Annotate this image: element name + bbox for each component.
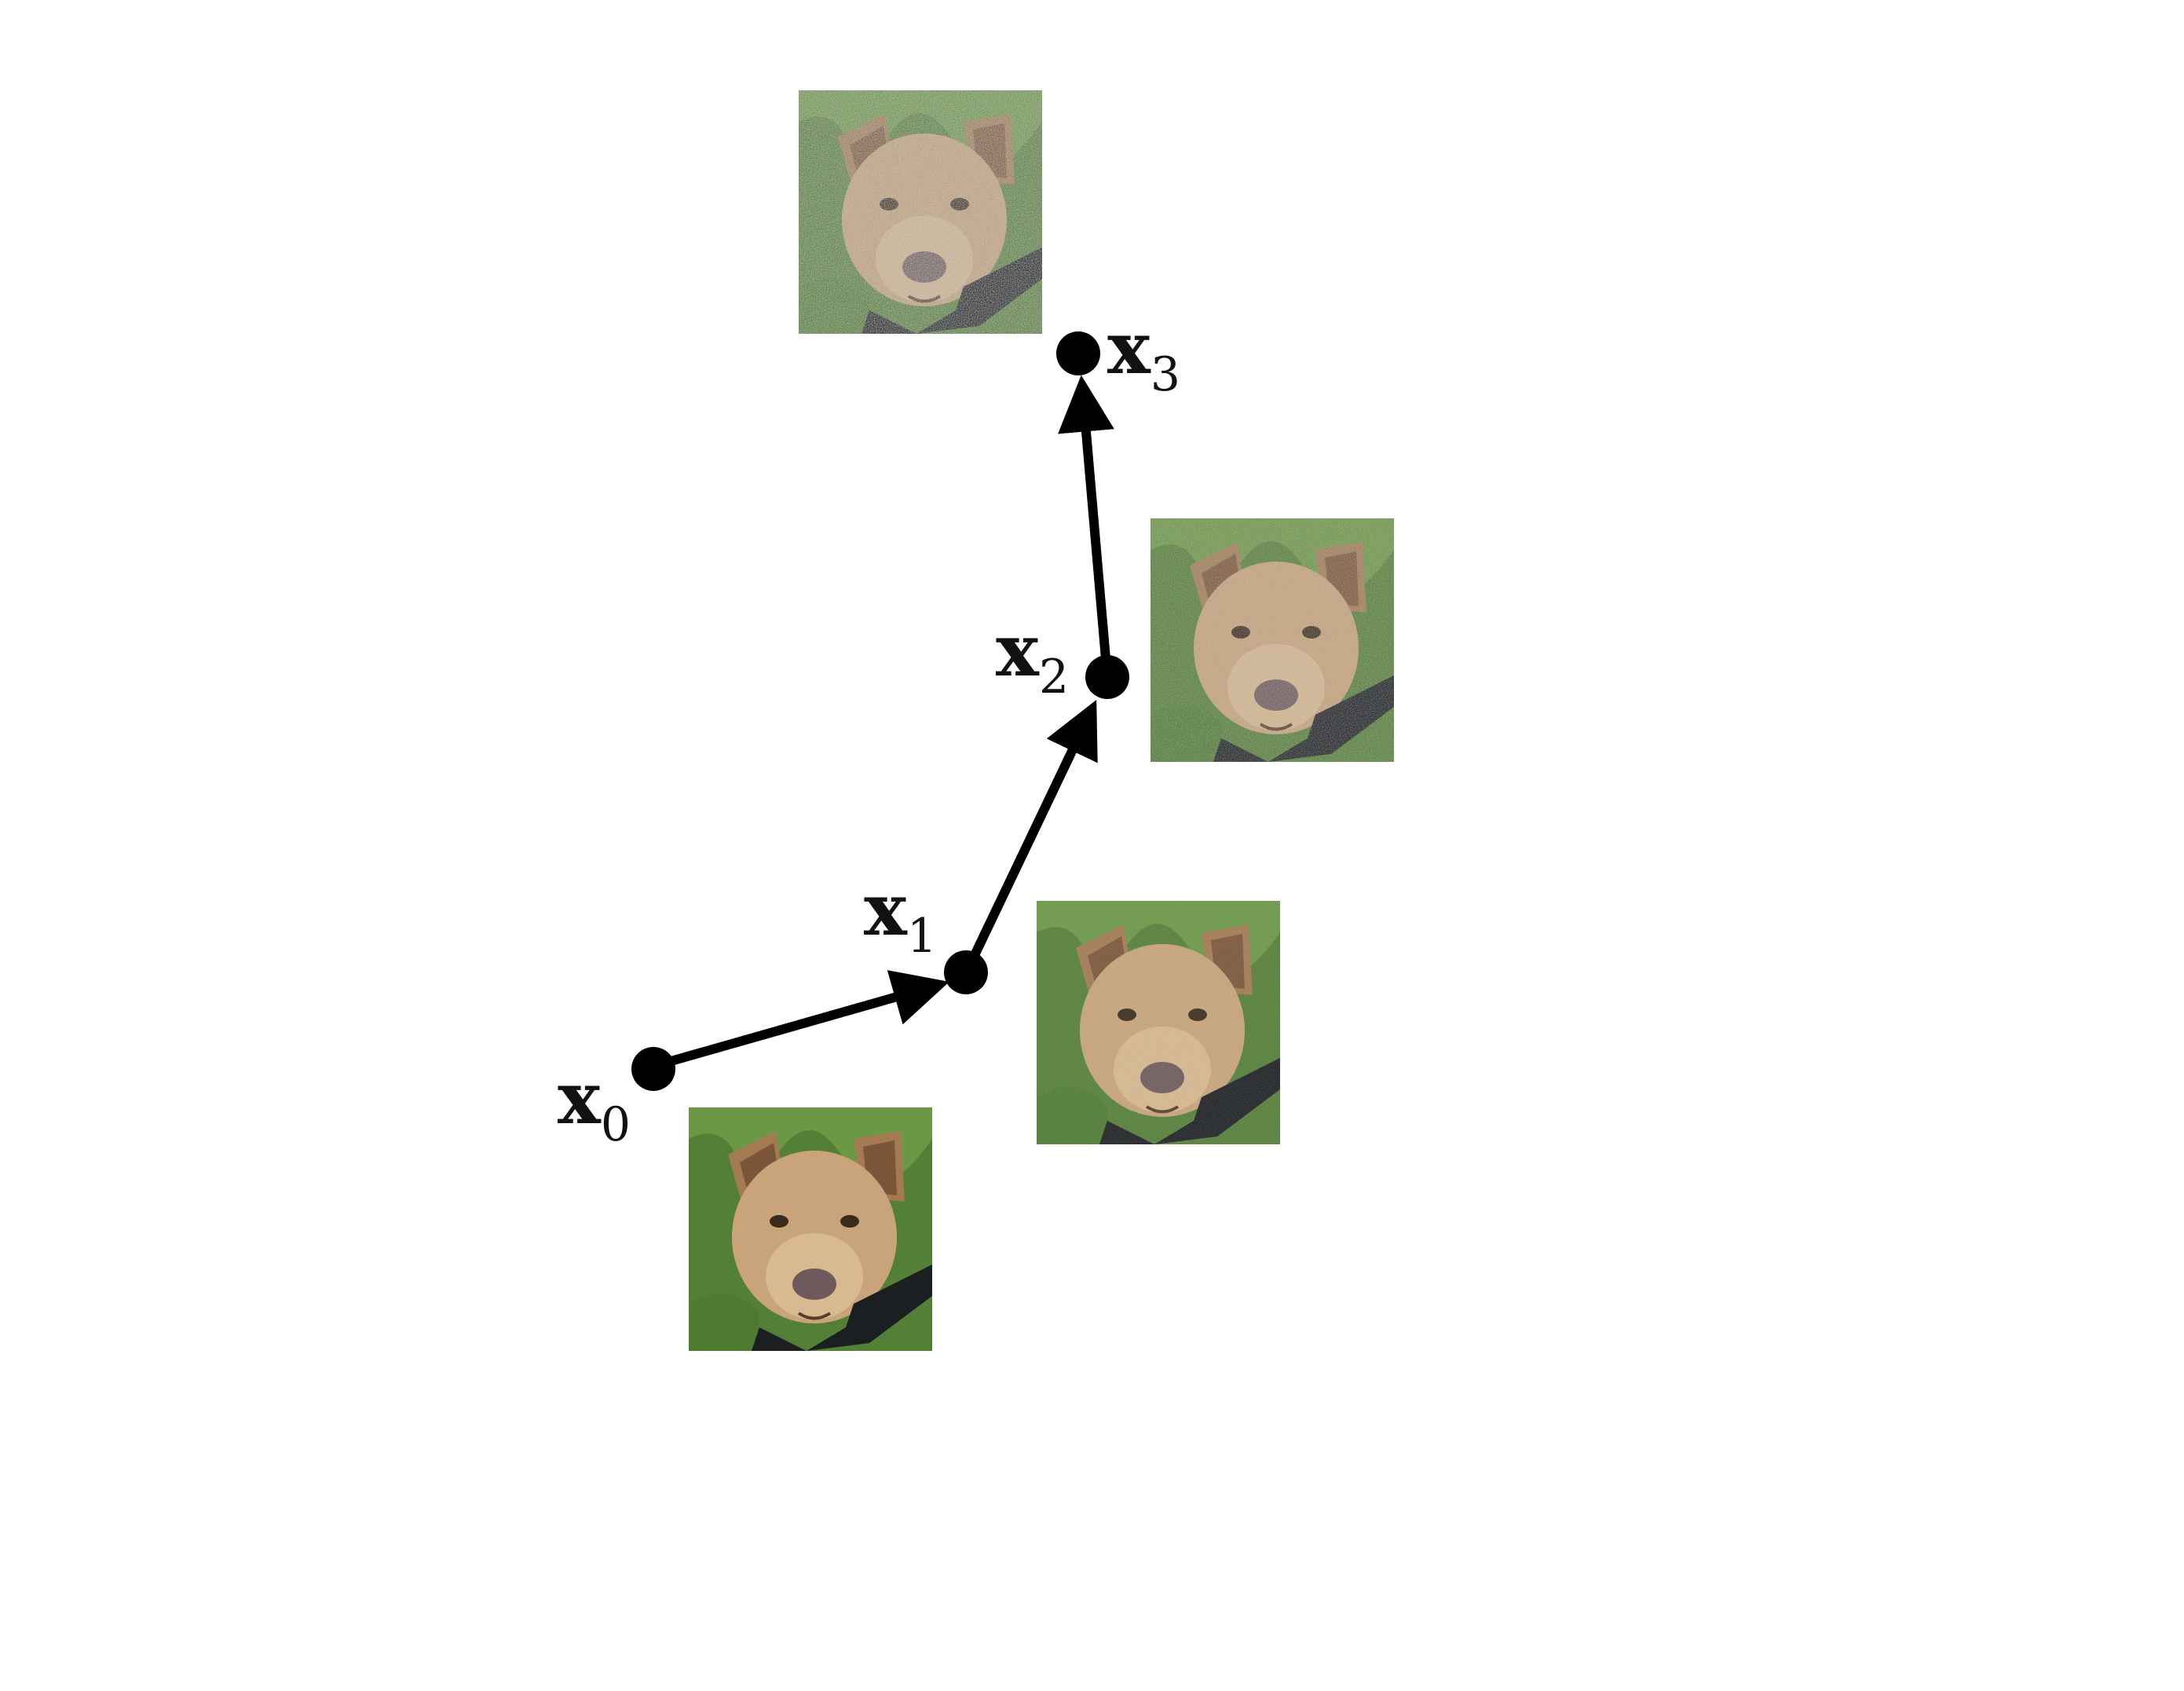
edge-x0-x1 [650, 970, 949, 1071]
node-x2 [1085, 655, 1129, 699]
nodes [631, 331, 1129, 1091]
labels: x0 x1 x2 x3 [558, 306, 1180, 1152]
images [689, 90, 1394, 1351]
dog-image-x2 [1151, 518, 1394, 762]
node-x1 [944, 950, 988, 994]
node-x3 [1056, 331, 1100, 375]
edge-x2-x3 [1058, 375, 1114, 678]
label-x1: x1 [864, 867, 937, 964]
dog-image-x3 [799, 90, 1042, 334]
node-x0 [631, 1047, 675, 1091]
label-x2: x2 [996, 608, 1069, 705]
label-x0: x0 [558, 1056, 631, 1152]
edge-x1-x2 [963, 700, 1098, 972]
edges [650, 375, 1114, 1071]
dog-image-x0 [689, 1107, 932, 1351]
label-x3: x3 [1107, 306, 1180, 402]
dog-image-x1 [1037, 901, 1280, 1144]
